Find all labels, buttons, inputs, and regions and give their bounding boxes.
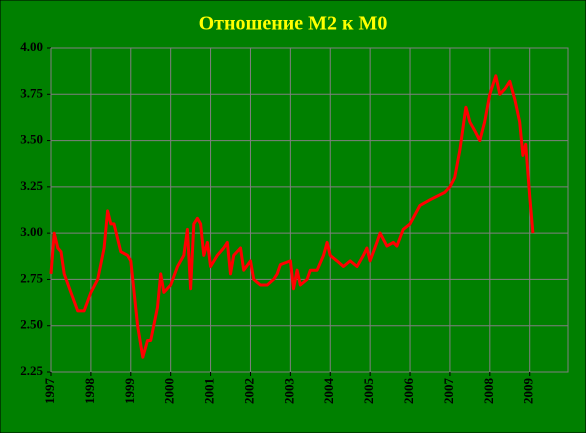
y-tick-label: 2.25 — [20, 363, 43, 378]
y-tick-label: 3.75 — [20, 85, 43, 100]
x-tick-label: 2004 — [321, 378, 336, 405]
y-tick-label: 4.00 — [20, 39, 43, 54]
x-tick-label: 2003 — [281, 378, 296, 405]
x-tick-label: 2009 — [521, 378, 536, 405]
x-tick-label: 2008 — [481, 378, 496, 405]
x-tick-label: 1997 — [42, 378, 57, 405]
x-tick-label: 2007 — [441, 378, 456, 405]
x-tick-label: 2001 — [202, 378, 217, 404]
x-tick-label: 2005 — [361, 378, 376, 405]
x-tick-label: 2006 — [401, 378, 416, 405]
y-tick-label: 2.50 — [20, 317, 43, 332]
x-tick-label: 2000 — [162, 378, 177, 404]
chart-title: Отношение М2 к М0 — [199, 13, 388, 35]
y-tick-label: 3.50 — [20, 132, 43, 147]
y-tick-label: 3.00 — [20, 224, 43, 239]
x-tick-label: 1998 — [82, 378, 97, 405]
x-tick-label: 1999 — [122, 378, 137, 405]
y-tick-label: 3.25 — [20, 178, 43, 193]
data-line — [49, 74, 535, 359]
x-tick-label: 2002 — [241, 378, 256, 404]
y-tick-label: 2.75 — [20, 270, 43, 285]
